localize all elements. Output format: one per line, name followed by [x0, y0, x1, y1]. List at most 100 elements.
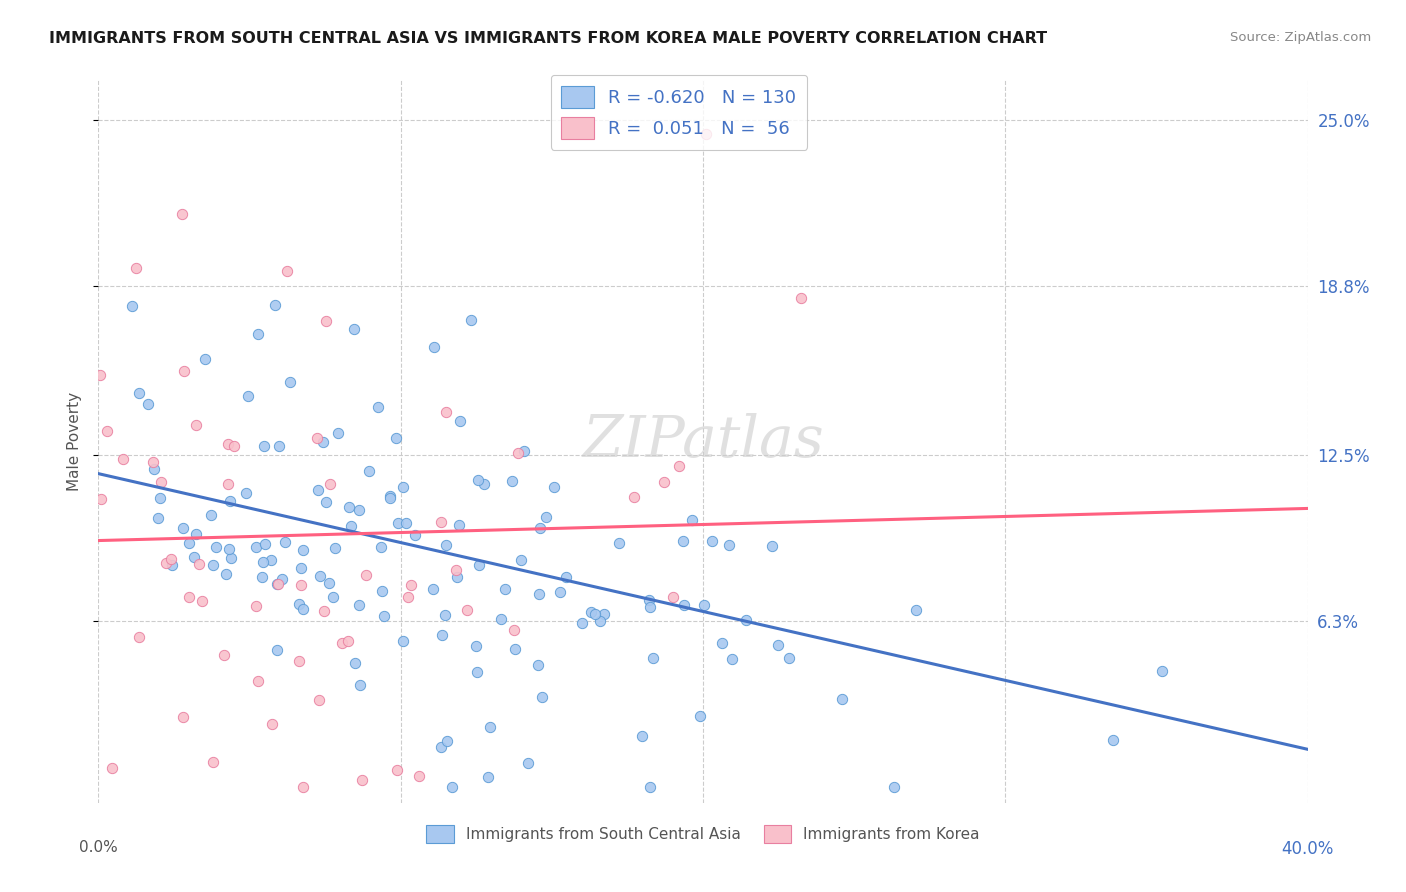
Point: [378, 491, 401, 506]
Point: [384, 431, 406, 445]
Point: [441, 780, 464, 794]
Point: [433, 607, 456, 622]
Point: [491, 612, 513, 626]
Point: [401, 577, 423, 591]
Point: [101, 761, 124, 775]
Point: [170, 207, 193, 221]
Point: [172, 521, 194, 535]
Point: [146, 511, 169, 525]
Point: [429, 740, 451, 755]
Point: [312, 434, 335, 449]
Point: [429, 516, 451, 530]
Point: [396, 591, 419, 605]
Point: [768, 638, 790, 652]
Point: [290, 578, 312, 592]
Point: [219, 494, 242, 508]
Point: [472, 476, 495, 491]
Point: [638, 780, 661, 794]
Point: [543, 480, 565, 494]
Point: [349, 678, 371, 692]
Point: [246, 326, 269, 341]
Point: [183, 550, 205, 565]
Point: [623, 491, 645, 505]
Point: [392, 480, 415, 494]
Point: [173, 364, 195, 378]
Point: [387, 516, 409, 531]
Point: [373, 609, 395, 624]
Point: [430, 628, 453, 642]
Point: [172, 710, 194, 724]
Point: [205, 540, 228, 554]
Point: [292, 780, 315, 794]
Point: [593, 607, 616, 621]
Point: [160, 558, 183, 573]
Point: [307, 431, 329, 445]
Point: [287, 654, 309, 668]
Point: [290, 560, 312, 574]
Point: [434, 405, 457, 419]
Point: [200, 508, 222, 523]
Point: [218, 542, 240, 557]
Point: [253, 537, 276, 551]
Point: [494, 582, 516, 597]
Point: [652, 475, 675, 490]
Point: [288, 597, 311, 611]
Point: [378, 489, 401, 503]
Point: [702, 533, 724, 548]
Point: [672, 533, 695, 548]
Point: [128, 631, 150, 645]
Point: [236, 389, 259, 403]
Point: [422, 582, 444, 596]
Point: [501, 474, 523, 488]
Text: IMMIGRANTS FROM SOUTH CENTRAL ASIA VS IMMIGRANTS FROM KOREA MALE POVERTY CORRELA: IMMIGRANTS FROM SOUTH CENTRAL ASIA VS IM…: [49, 31, 1047, 46]
Point: [315, 494, 337, 508]
Point: [273, 535, 295, 549]
Point: [159, 552, 181, 566]
Point: [340, 519, 363, 533]
Point: [790, 291, 813, 305]
Point: [548, 584, 571, 599]
Point: [315, 314, 337, 328]
Point: [267, 577, 290, 591]
Point: [571, 616, 593, 631]
Point: [778, 651, 800, 665]
Point: [276, 263, 298, 277]
Point: [149, 491, 172, 505]
Point: [326, 426, 349, 441]
Point: [579, 606, 602, 620]
Point: [245, 541, 267, 555]
Point: [309, 568, 332, 582]
Text: Source: ZipAtlas.com: Source: ZipAtlas.com: [1230, 31, 1371, 45]
Point: [90, 492, 112, 507]
Point: [184, 418, 207, 433]
Point: [271, 572, 294, 586]
Point: [89, 368, 111, 382]
Point: [503, 642, 526, 657]
Point: [689, 709, 711, 723]
Point: [465, 665, 488, 680]
Point: [527, 657, 550, 672]
Point: [217, 477, 239, 491]
Point: [468, 558, 491, 572]
Point: [408, 769, 430, 783]
Point: [149, 475, 172, 489]
Point: [513, 444, 536, 458]
Point: [202, 558, 225, 572]
Point: [291, 543, 314, 558]
Text: 40.0%: 40.0%: [1281, 840, 1334, 858]
Point: [142, 461, 165, 475]
Point: [638, 592, 661, 607]
Point: [314, 604, 336, 618]
Point: [201, 756, 224, 770]
Text: ZIPatlas: ZIPatlas: [582, 413, 824, 470]
Point: [235, 485, 257, 500]
Point: [527, 587, 550, 601]
Point: [1152, 664, 1174, 678]
Point: [693, 598, 716, 612]
Point: [718, 537, 741, 551]
Point: [307, 483, 329, 498]
Point: [357, 464, 380, 478]
Point: [467, 473, 489, 487]
Point: [695, 127, 717, 141]
Point: [266, 577, 288, 591]
